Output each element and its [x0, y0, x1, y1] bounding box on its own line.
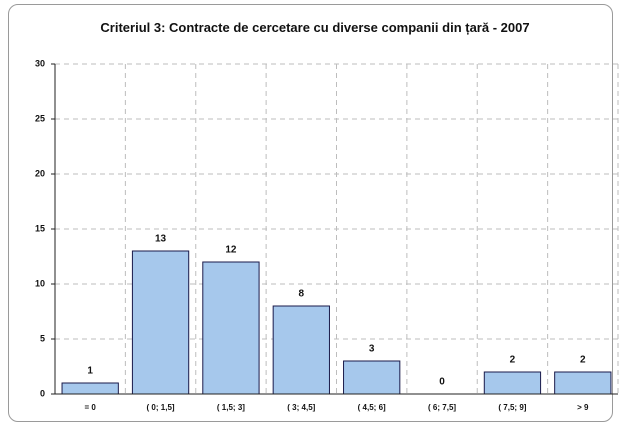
chart-title: Criteriul 3: Contracte de cercetare cu d…: [100, 20, 530, 35]
value-label: 8: [299, 289, 305, 300]
bar: [202, 261, 260, 395]
y-tick-label: 25: [35, 113, 45, 123]
x-tick-label: ( 3; 4,5]: [287, 403, 315, 412]
x-tick-label: ( 1,5; 3]: [217, 403, 245, 412]
y-tick-label: 10: [35, 278, 45, 288]
value-label: 0: [439, 377, 445, 388]
bar: [343, 360, 401, 395]
value-label: 12: [225, 245, 237, 256]
value-label: 13: [155, 234, 167, 245]
bar: [554, 371, 612, 395]
chart-frame: [8, 4, 613, 422]
value-label: 2: [580, 355, 586, 366]
y-tick-label: 30: [35, 58, 45, 68]
x-tick-label: = 0: [85, 403, 97, 412]
x-tick-label: ( 4,5; 6]: [358, 403, 386, 412]
y-tick-label: 0: [40, 388, 45, 398]
bar: [61, 382, 119, 395]
bar: [131, 250, 190, 395]
x-tick-label: > 9: [577, 403, 589, 412]
value-label: 3: [369, 344, 375, 355]
value-label: 2: [510, 355, 516, 366]
y-tick-label: 5: [40, 333, 45, 343]
y-tick-label: 15: [35, 223, 45, 233]
bar: [483, 371, 542, 395]
value-label: 1: [87, 366, 93, 377]
x-tick-label: ( 0; 1,5]: [147, 403, 175, 412]
x-tick-label: ( 6; 7,5]: [428, 403, 456, 412]
bar: [272, 305, 330, 395]
x-tick-label: ( 7,5; 9]: [498, 403, 526, 412]
y-tick-label: 20: [35, 168, 45, 178]
